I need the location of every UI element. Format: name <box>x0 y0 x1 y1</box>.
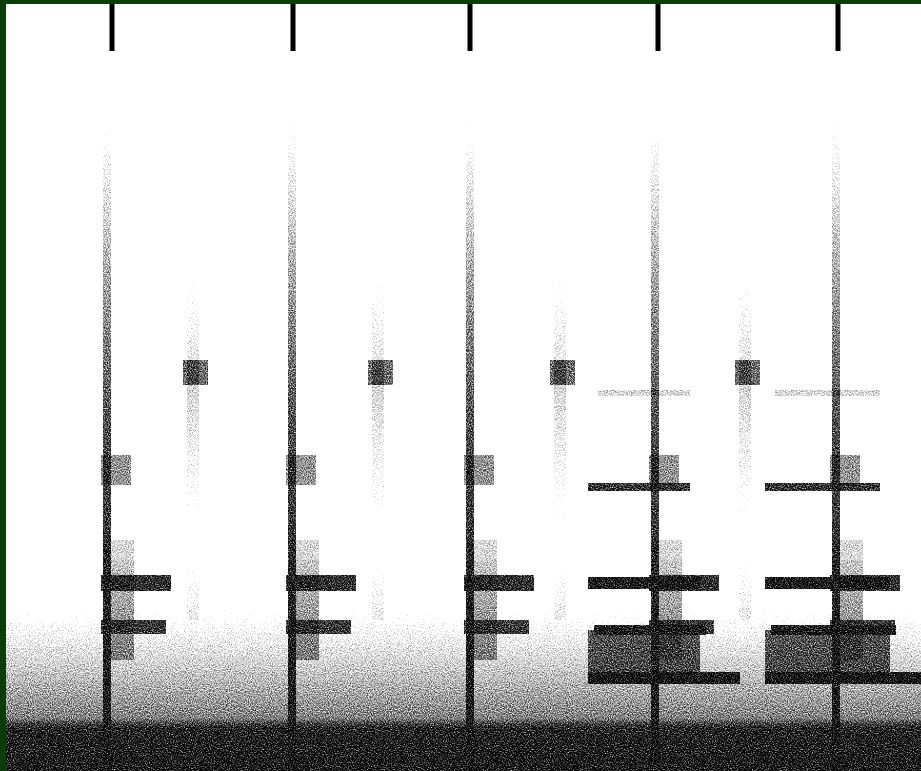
call-line <box>103 90 111 771</box>
hatch <box>765 630 890 675</box>
blob <box>183 360 208 385</box>
blob <box>550 360 575 385</box>
band <box>598 390 690 396</box>
harmonic <box>649 455 679 485</box>
call-line <box>466 90 474 771</box>
faint-line <box>554 160 566 620</box>
smear <box>289 540 319 660</box>
hatch <box>588 630 700 675</box>
harmonic <box>464 455 494 485</box>
call-line <box>288 90 296 771</box>
faint-line <box>187 160 199 620</box>
blob <box>368 360 393 385</box>
frame-left <box>0 0 6 771</box>
band <box>775 390 880 396</box>
spectrogram <box>0 0 921 771</box>
band <box>765 483 880 491</box>
time-tick <box>656 4 661 51</box>
time-tick <box>468 4 473 51</box>
time-tick <box>291 4 296 51</box>
band <box>765 577 890 589</box>
smear <box>467 540 497 660</box>
band <box>588 483 690 491</box>
smear <box>104 540 134 660</box>
band <box>588 577 700 589</box>
time-tick <box>110 4 115 51</box>
faint-line <box>372 160 384 620</box>
faint-line <box>739 160 751 620</box>
blob <box>735 360 760 385</box>
time-tick <box>836 4 841 51</box>
frame-top <box>0 0 921 4</box>
harmonic <box>101 455 131 485</box>
harmonic <box>286 455 316 485</box>
harmonic <box>830 455 860 485</box>
page: (() => { const svg = document.getElement… <box>0 0 921 771</box>
